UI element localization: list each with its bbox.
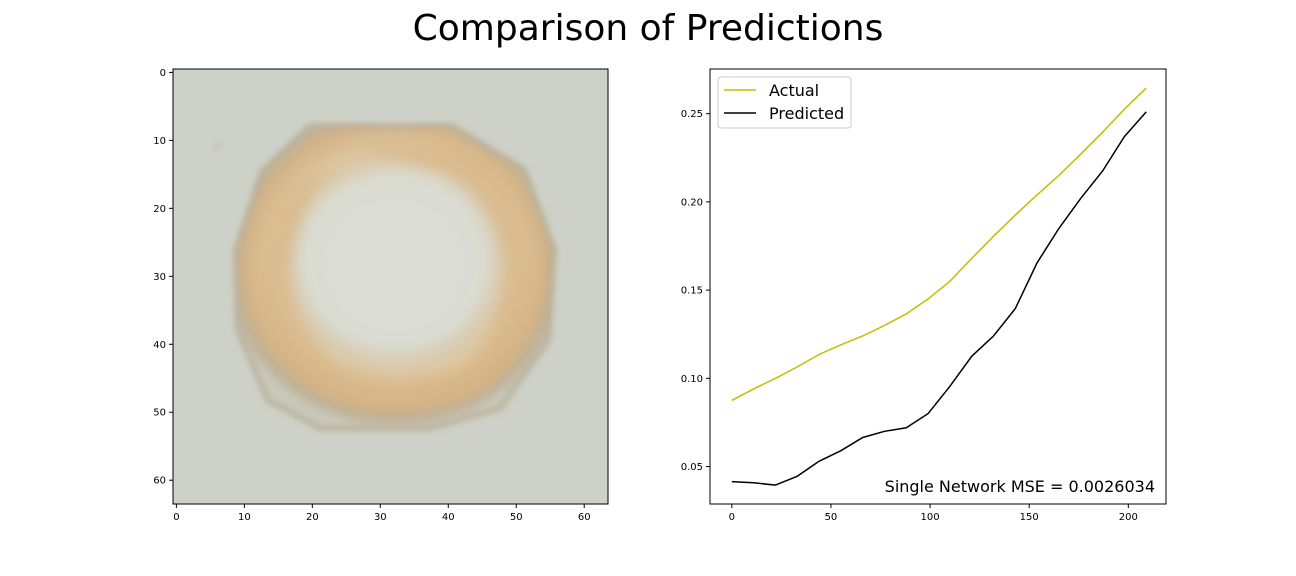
series-line-predicted [731, 111, 1147, 486]
image-x-tick-label: 40 [442, 512, 455, 523]
image-x-tick-label: 60 [578, 512, 591, 523]
image-y-tick-label: 60 [153, 476, 166, 487]
image-x-tick-label: 30 [374, 512, 387, 523]
chart-x-tick-label: 0 [729, 512, 735, 523]
image-y-tick-label: 40 [153, 340, 166, 351]
image-y-tick-label: 0 [160, 68, 166, 79]
chart-y-tick-label: 0.15 [681, 286, 703, 297]
image-x-tick-label: 0 [173, 512, 179, 523]
mse-annotation: Single Network MSE = 0.0026034 [885, 477, 1155, 496]
image-x-tick-label: 10 [238, 512, 251, 523]
chart-lines [731, 87, 1147, 486]
chart-y-ticks: 0.05 0.10 0.15 0.20 0.25 [681, 109, 710, 473]
chart-y-tick-label: 0.25 [681, 109, 703, 120]
chart-x-ticks: 0 50 100 150 200 [729, 504, 1138, 523]
chart-x-tick-label: 200 [1119, 512, 1138, 523]
image-y-tick-label: 50 [153, 408, 166, 419]
legend: Actual Predicted [717, 76, 852, 129]
image-x-ticks: 0 10 20 30 40 50 60 [173, 504, 591, 523]
plot-frame [709, 68, 1167, 505]
series-line-actual [731, 87, 1147, 402]
chart-x-tick-label: 50 [825, 512, 838, 523]
image-y-tick-label: 10 [153, 136, 166, 147]
line-chart: 0 50 100 150 200 0.05 0.10 0.15 0.20 0.25 Actual… [681, 68, 1167, 523]
figure-title: Comparison of Predictions [413, 8, 884, 49]
legend-label-actual: Actual [769, 81, 819, 100]
image-y-ticks: 0 10 20 30 40 50 60 [153, 68, 173, 487]
image-panel: 0 10 20 30 40 50 60 0 10 20 30 40 50 60 [153, 68, 609, 523]
coin-image [173, 69, 608, 504]
chart-x-tick-label: 100 [921, 512, 940, 523]
chart-y-tick-label: 0.05 [681, 462, 703, 473]
image-frame [172, 68, 609, 505]
image-y-tick-label: 30 [153, 272, 166, 283]
legend-label-predicted: Predicted [769, 104, 844, 123]
plot-area [710, 69, 1166, 504]
image-y-tick-label: 20 [153, 204, 166, 215]
image-x-tick-label: 50 [510, 512, 523, 523]
chart-y-tick-label: 0.10 [681, 374, 703, 385]
image-x-tick-label: 20 [306, 512, 319, 523]
chart-y-tick-label: 0.20 [681, 197, 703, 208]
chart-x-tick-label: 150 [1020, 512, 1039, 523]
